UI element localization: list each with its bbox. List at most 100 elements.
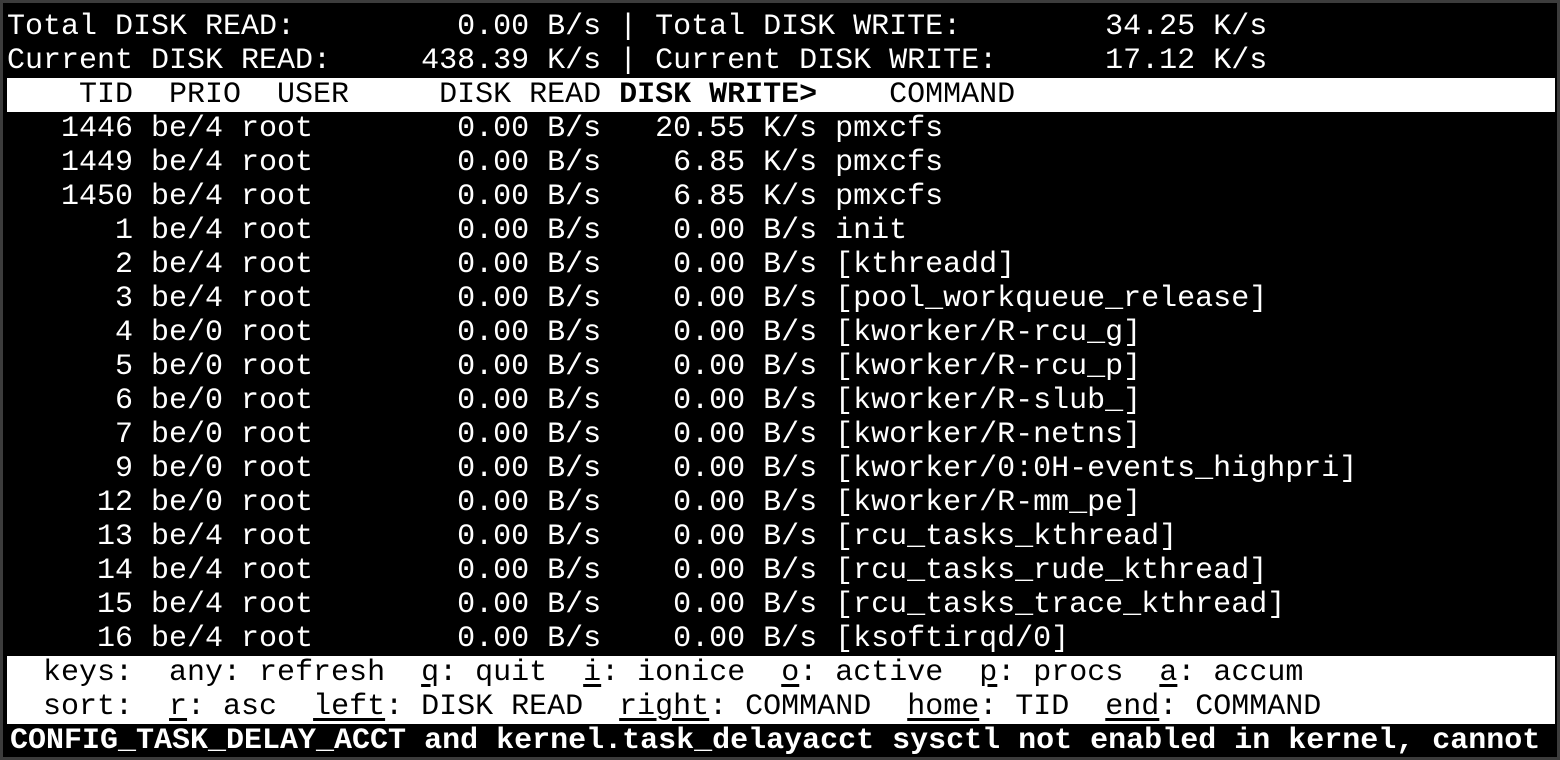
process-row[interactable]: 4 be/0 root 0.00 B/s 0.00 B/s [kworker/R-rcu_… (7, 316, 1555, 350)
process-row[interactable]: 1449 be/4 root 0.00 B/s 6.85 K/s pmxcfs (7, 146, 1555, 180)
help-item-i[interactable]: i: ionice (583, 656, 745, 690)
user-cell: root (241, 282, 314, 316)
shortcut-label: : COMMAND (1159, 690, 1322, 724)
shortcut-key: end (1105, 690, 1160, 724)
disk-write-cell: 0.00 B/s (673, 486, 818, 520)
help-item-r[interactable]: r: asc (169, 690, 277, 724)
command-cell: [kworker/R-mm_pe] (835, 486, 1142, 520)
prio-cell: be/0 (151, 316, 224, 350)
column-prio[interactable]: PRIO (169, 78, 242, 112)
help-item-p[interactable]: p: procs (979, 656, 1123, 690)
process-row[interactable]: 12 be/0 root 0.00 B/s 0.00 B/s [kworker/R-mm_… (7, 486, 1555, 520)
process-row[interactable]: 16 be/4 root 0.00 B/s 0.00 B/s [ksoftirqd/0] (7, 622, 1555, 656)
tid-cell: 5 (115, 350, 134, 384)
disk-write-cell: 0.00 B/s (673, 316, 818, 350)
disk-write-cell: 0.00 B/s (673, 384, 818, 418)
command-cell: pmxcfs (835, 112, 944, 146)
disk-read-cell: 0.00 B/s (457, 316, 602, 350)
process-row[interactable]: 14 be/4 root 0.00 B/s 0.00 B/s [rcu_tasks_rud… (7, 554, 1555, 588)
process-row[interactable]: 15 be/4 root 0.00 B/s 0.00 B/s [rcu_tasks_tra… (7, 588, 1555, 622)
shortcut-label: any: refresh (169, 656, 386, 690)
help-item-o[interactable]: o: active (781, 656, 943, 690)
user-cell: root (241, 622, 314, 656)
column-disk-write-sorted[interactable]: DISK WRITE> (619, 78, 818, 112)
tid-cell: 15 (97, 588, 134, 622)
sort-help-line: sort: r: asc left: DISK READ right: COMM… (7, 690, 1555, 724)
prio-cell: be/4 (151, 588, 224, 622)
prio-cell: be/0 (151, 418, 224, 452)
column-tid[interactable]: TID (79, 78, 134, 112)
process-row[interactable]: 3 be/4 root 0.00 B/s 0.00 B/s [pool_workqueue… (7, 282, 1555, 316)
command-cell: [kworker/R-rcu_p] (835, 350, 1142, 384)
process-row[interactable]: 2 be/4 root 0.00 B/s 0.00 B/s [kthreadd] (7, 248, 1555, 282)
user-cell: root (241, 180, 314, 214)
prio-cell: be/4 (151, 112, 224, 146)
disk-write-cell: 20.55 K/s (655, 112, 818, 146)
disk-read-cell: 0.00 B/s (457, 554, 602, 588)
shortcut-key: a (1159, 656, 1178, 690)
warning-message: CONFIG_TASK_DELAY_ACCT and kernel.task_d… (10, 724, 1541, 758)
column-disk-read[interactable]: DISK READ (439, 78, 602, 112)
process-row[interactable]: 13 be/4 root 0.00 B/s 0.00 B/s [rcu_tasks_kth… (7, 520, 1555, 554)
disk-read-cell: 0.00 B/s (457, 180, 602, 214)
shortcut-label: : COMMAND (709, 690, 872, 724)
current-read-value: 438.39 K/s (421, 44, 602, 78)
tid-cell: 16 (97, 622, 134, 656)
disk-write-cell: 0.00 B/s (673, 214, 818, 248)
process-row[interactable]: 9 be/0 root 0.00 B/s 0.00 B/s [kworker/0:0H-e… (7, 452, 1555, 486)
user-cell: root (241, 248, 314, 282)
prio-cell: be/0 (151, 384, 224, 418)
column-user[interactable]: USER (277, 78, 350, 112)
shortcut-label: : quit (439, 656, 548, 690)
prio-cell: be/4 (151, 622, 224, 656)
iotop-screen[interactable]: Total DISK READ: 0.00 B/s | Total DISK W… (7, 7, 1555, 758)
help-item-home[interactable]: home: TID (907, 690, 1069, 724)
process-row[interactable]: 7 be/0 root 0.00 B/s 0.00 B/s [kworker/R-netn… (7, 418, 1555, 452)
disk-write-cell: 0.00 B/s (673, 282, 818, 316)
process-row[interactable]: 1450 be/4 root 0.00 B/s 6.85 K/s pmxcfs (7, 180, 1555, 214)
help-item-q[interactable]: q: quit (421, 656, 547, 690)
prio-cell: be/4 (151, 554, 224, 588)
process-row[interactable]: 1446 be/4 root 0.00 B/s 20.55 K/s pmxcfs (7, 112, 1555, 146)
disk-write-cell: 6.85 K/s (673, 146, 818, 180)
total-read-value: 0.00 B/s (457, 10, 602, 44)
tid-cell: 6 (115, 384, 134, 418)
total-read-label: Total DISK READ: (7, 10, 296, 44)
process-row[interactable]: 5 be/0 root 0.00 B/s 0.00 B/s [kworker/R-rcu_… (7, 350, 1555, 384)
command-cell: pmxcfs (835, 180, 944, 214)
command-cell: pmxcfs (835, 146, 944, 180)
help-item-any[interactable]: any: refresh (169, 656, 385, 690)
help-item-end[interactable]: end: COMMAND (1105, 690, 1321, 724)
column-command[interactable]: COMMAND (889, 78, 1016, 112)
disk-read-cell: 0.00 B/s (457, 520, 602, 554)
disk-read-cell: 0.00 B/s (457, 282, 602, 316)
user-cell: root (241, 112, 314, 146)
tid-cell: 1446 (61, 112, 134, 146)
disk-read-cell: 0.00 B/s (457, 588, 602, 622)
tid-cell: 14 (97, 554, 134, 588)
command-cell: [kworker/R-slub_] (835, 384, 1142, 418)
tid-cell: 4 (115, 316, 134, 350)
disk-read-cell: 0.00 B/s (457, 622, 602, 656)
disk-write-cell: 0.00 B/s (673, 622, 818, 656)
total-write-value: 34.25 K/s (1105, 10, 1268, 44)
prio-cell: be/0 (151, 350, 224, 384)
help-item-left[interactable]: left: DISK READ (313, 690, 583, 724)
disk-read-cell: 0.00 B/s (457, 384, 602, 418)
user-cell: root (241, 554, 314, 588)
process-row[interactable]: 1 be/4 root 0.00 B/s 0.00 B/s init (7, 214, 1555, 248)
help-item-a[interactable]: a: accum (1159, 656, 1303, 690)
total-write-label: Total DISK WRITE: (655, 10, 962, 44)
shortcut-label: : asc (187, 690, 278, 724)
disk-write-cell: 0.00 B/s (673, 350, 818, 384)
user-cell: root (241, 486, 314, 520)
separator: | (619, 44, 638, 78)
process-row[interactable]: 6 be/0 root 0.00 B/s 0.00 B/s [kworker/R-slub… (7, 384, 1555, 418)
command-cell: [kworker/R-rcu_g] (835, 316, 1142, 350)
help-item-right[interactable]: right: COMMAND (619, 690, 871, 724)
shortcut-key: i (583, 656, 602, 690)
user-cell: root (241, 418, 314, 452)
sort-label: sort: (43, 690, 134, 724)
shortcut-label: : accum (1177, 656, 1304, 690)
keys-label: keys: (43, 656, 134, 690)
